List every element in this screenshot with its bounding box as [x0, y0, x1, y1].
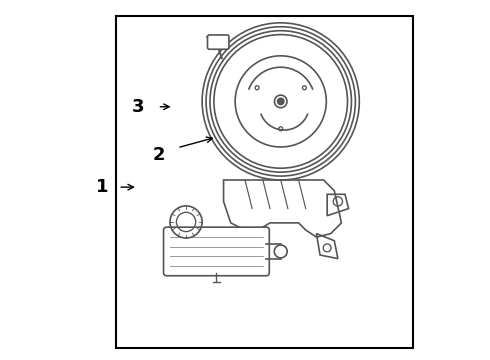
Bar: [117, 16, 413, 348]
Text: 3: 3: [132, 98, 144, 116]
Text: 1: 1: [96, 178, 108, 196]
FancyBboxPatch shape: [164, 227, 270, 276]
Circle shape: [277, 98, 284, 104]
FancyBboxPatch shape: [207, 35, 229, 49]
Text: 2: 2: [153, 146, 166, 164]
